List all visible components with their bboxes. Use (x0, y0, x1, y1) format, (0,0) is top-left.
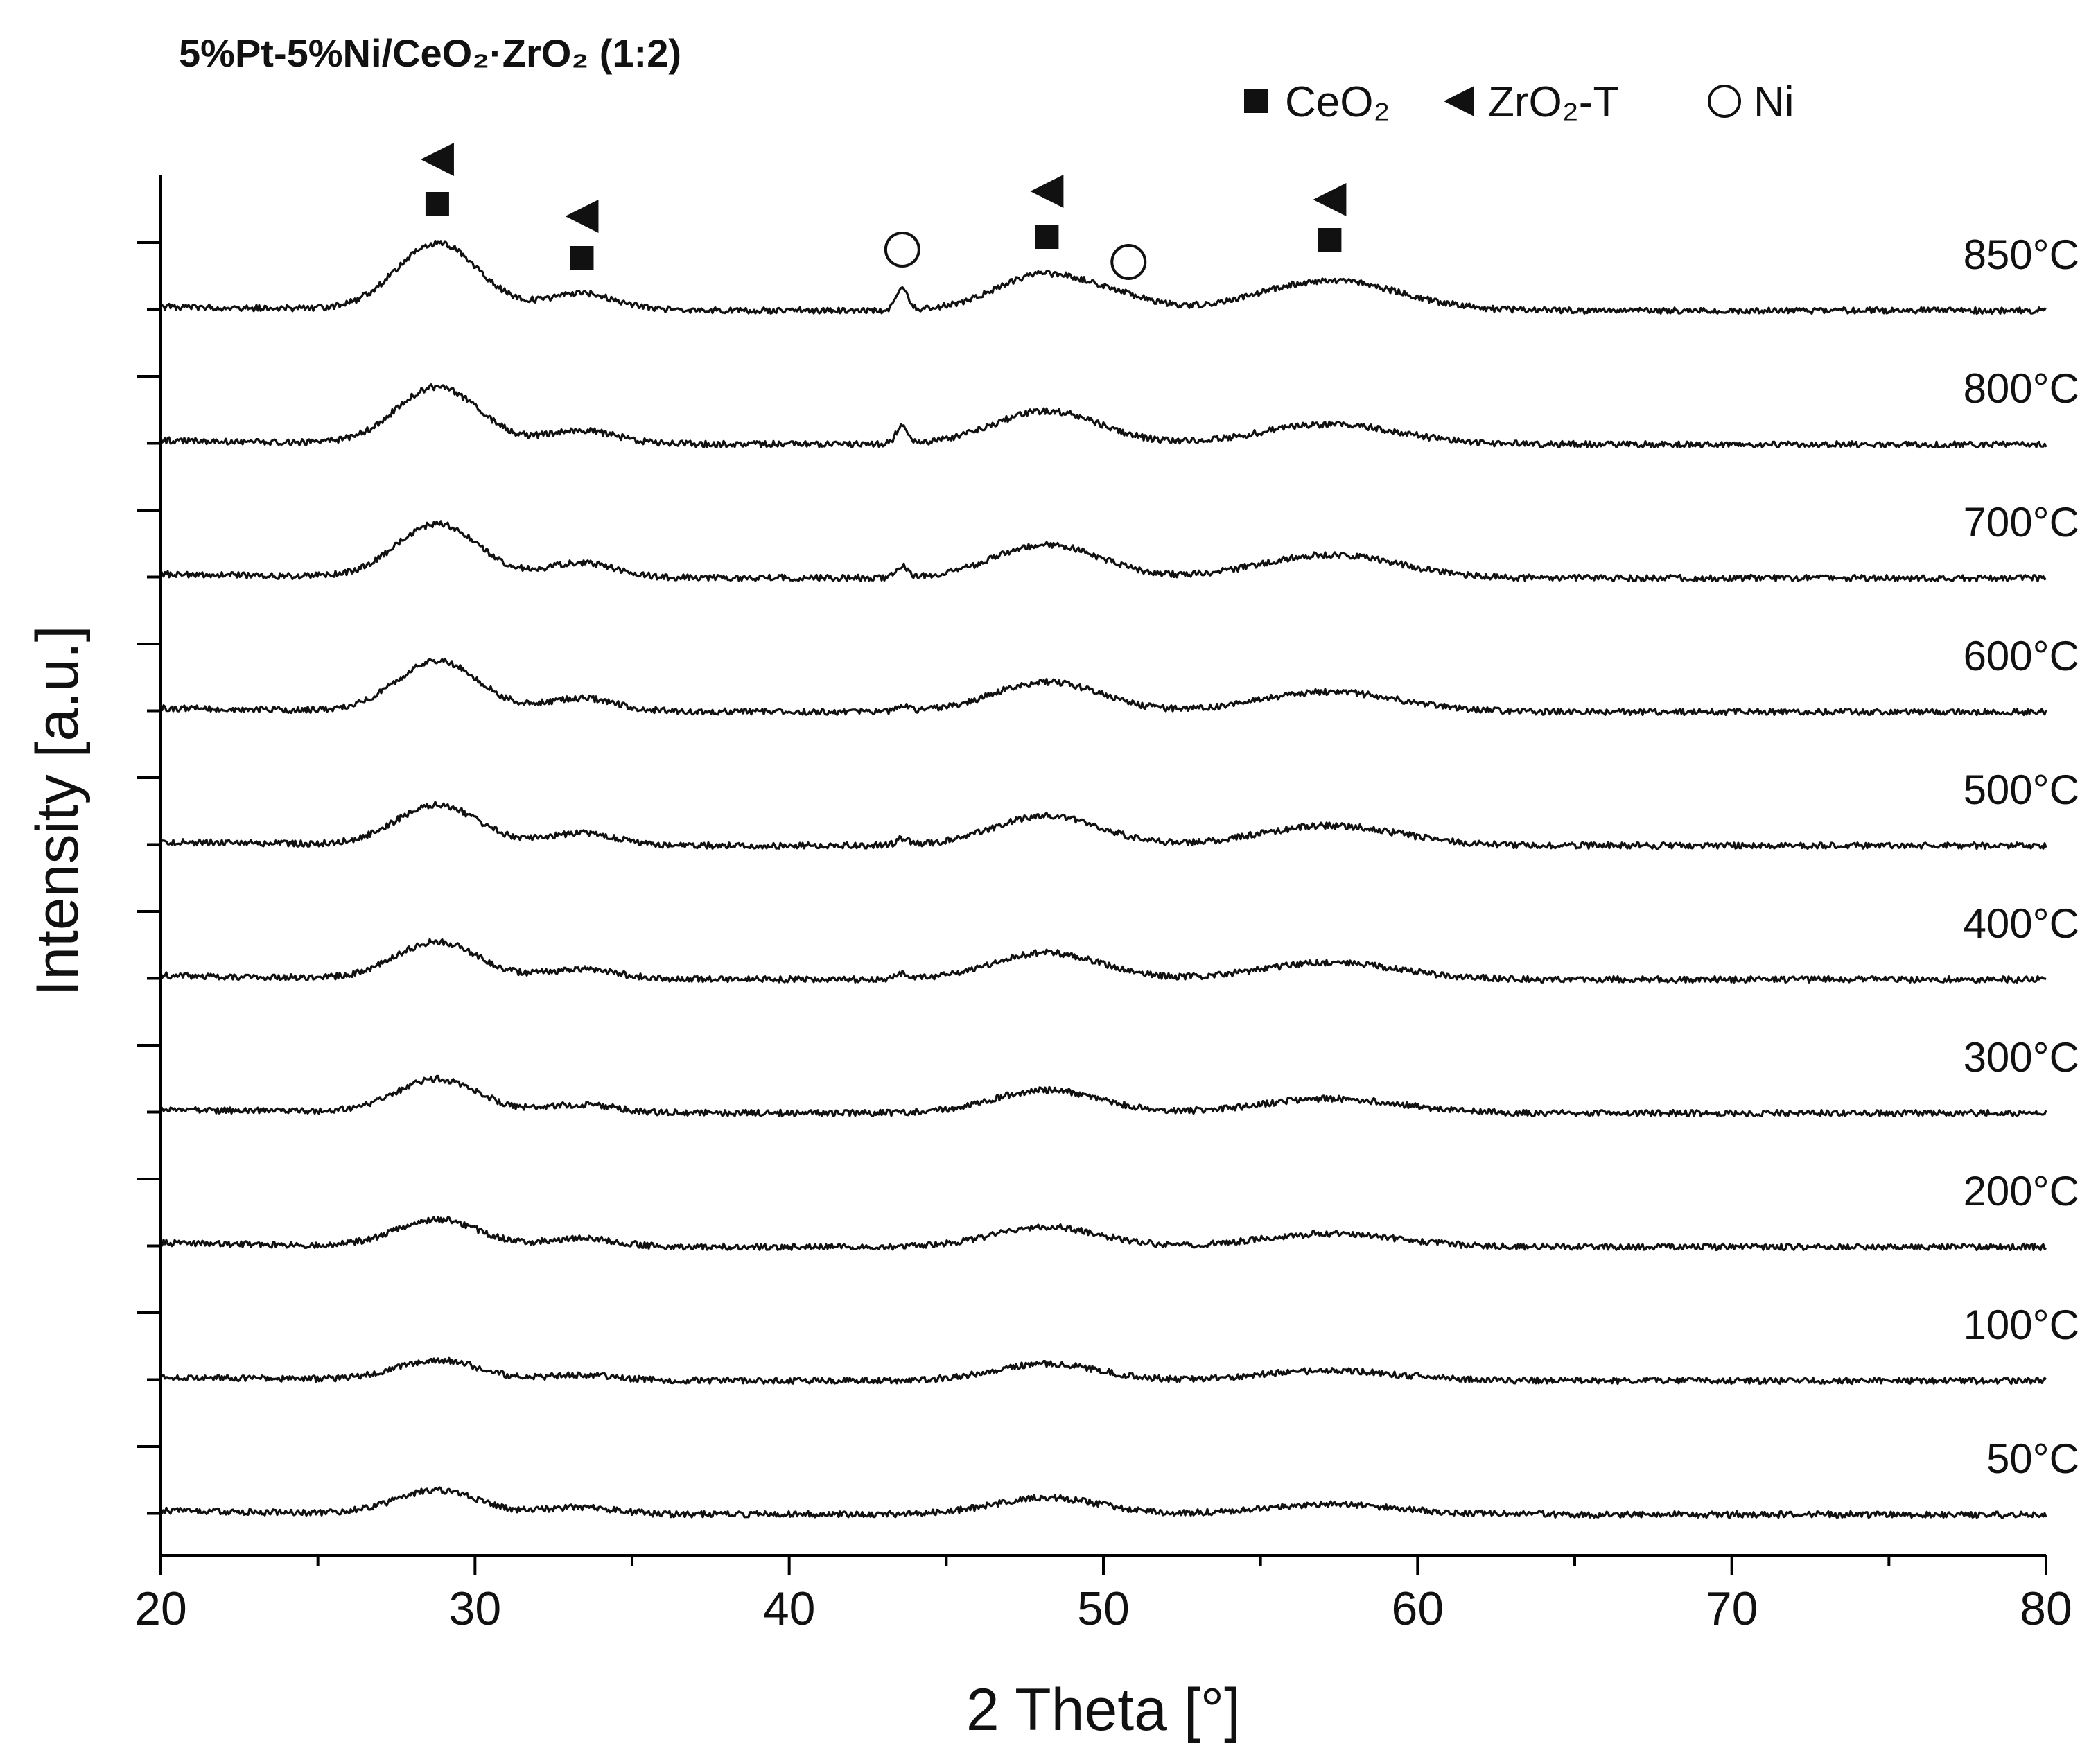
ni-marker (884, 232, 920, 268)
ceo2-marker (1035, 225, 1059, 249)
trace-200c (159, 1216, 2047, 1252)
trace-700c (159, 520, 2047, 583)
temperature-label: 200°C (1964, 1168, 2079, 1214)
legend: CeO₂ ZrO₂-T Ni (1244, 78, 1794, 126)
temperature-label: 50°C (1986, 1435, 2079, 1482)
temperature-label: 300°C (1964, 1034, 2079, 1081)
x-tick-label: 80 (2020, 1582, 2072, 1635)
peak-markers (420, 143, 1347, 280)
x-tick-label: 60 (1392, 1582, 1444, 1635)
axes: 20 30 40 50 60 70 80 (134, 175, 2072, 1635)
ceo2-marker (1318, 228, 1342, 252)
diffraction-traces (159, 239, 2047, 1519)
trace-600c (159, 657, 2047, 717)
legend-ceo2-symbol (1244, 89, 1268, 113)
x-tick-label: 40 (763, 1582, 816, 1635)
trace-300c (159, 1074, 2047, 1118)
trace-400c (159, 938, 2047, 984)
zro2-marker (1030, 175, 1064, 208)
x-tick-label: 30 (449, 1582, 502, 1635)
chart-title: 5%Pt-5%Ni/CeO₂·ZrO₂ (1:2) (179, 31, 681, 75)
temperature-label: 400°C (1964, 900, 2079, 947)
x-tick-label: 50 (1077, 1582, 1130, 1635)
temperature-labels: 850°C 800°C 700°C 600°C 500°C 400°C 300°C 200°C… (1964, 232, 2079, 1482)
y-ticks (137, 241, 161, 1515)
x-ticks: 20 30 40 50 60 70 80 (134, 1555, 2072, 1635)
zro2-marker (1313, 183, 1347, 216)
trace-100c (159, 1356, 2047, 1386)
ceo2-marker (425, 192, 449, 216)
trace-850c (159, 239, 2047, 315)
ni-marker (1110, 244, 1147, 280)
trace-50c (159, 1486, 2047, 1519)
legend-label: CeO₂ (1285, 78, 1390, 126)
temperature-label: 700°C (1964, 499, 2079, 545)
trace-800c (159, 383, 2047, 449)
trace-500c (159, 801, 2047, 850)
ceo2-marker (570, 246, 594, 270)
temperature-label: 100°C (1964, 1302, 2079, 1348)
y-axis-title: Intensity [a.u.] (24, 625, 91, 996)
x-tick-label: 70 (1706, 1582, 1758, 1635)
legend-zro2-symbol (1444, 86, 1474, 116)
temperature-label: 600°C (1964, 633, 2079, 679)
temperature-label: 500°C (1964, 767, 2079, 813)
zro2-marker (420, 143, 454, 176)
x-axis-title: 2 Theta [°] (966, 1677, 1241, 1743)
legend-ni-symbol (1708, 85, 1741, 118)
zro2-marker (565, 200, 599, 233)
temperature-label: 850°C (1964, 232, 2079, 278)
x-tick-label: 20 (134, 1582, 187, 1635)
legend-label: ZrO₂-T (1488, 78, 1619, 126)
temperature-label: 800°C (1964, 365, 2079, 412)
legend-label: Ni (1754, 78, 1794, 126)
